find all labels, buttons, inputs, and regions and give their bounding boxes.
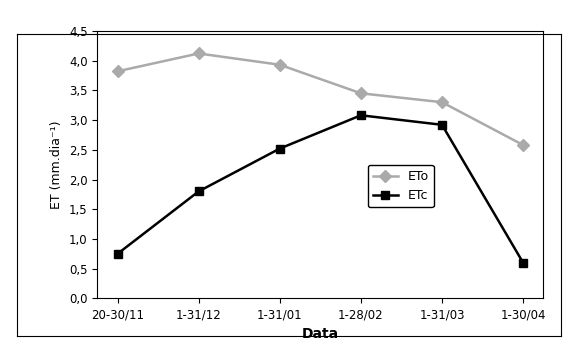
ETo <box>114 69 121 73</box>
ETc <box>520 261 527 265</box>
ETo <box>195 51 202 56</box>
ETc <box>114 252 121 256</box>
ETc <box>439 123 446 127</box>
ETc <box>195 189 202 193</box>
X-axis label: Data: Data <box>302 327 339 341</box>
ETo <box>358 91 364 95</box>
ETo <box>276 63 283 67</box>
ETc <box>276 146 283 151</box>
Y-axis label: ET (mm.dia⁻¹): ET (mm.dia⁻¹) <box>50 120 63 209</box>
ETc <box>358 113 364 117</box>
Legend: ETo, ETc: ETo, ETc <box>368 165 434 207</box>
Line: ETo: ETo <box>113 49 527 149</box>
ETo <box>520 143 527 147</box>
Line: ETc: ETc <box>113 111 527 267</box>
ETo <box>439 100 446 104</box>
